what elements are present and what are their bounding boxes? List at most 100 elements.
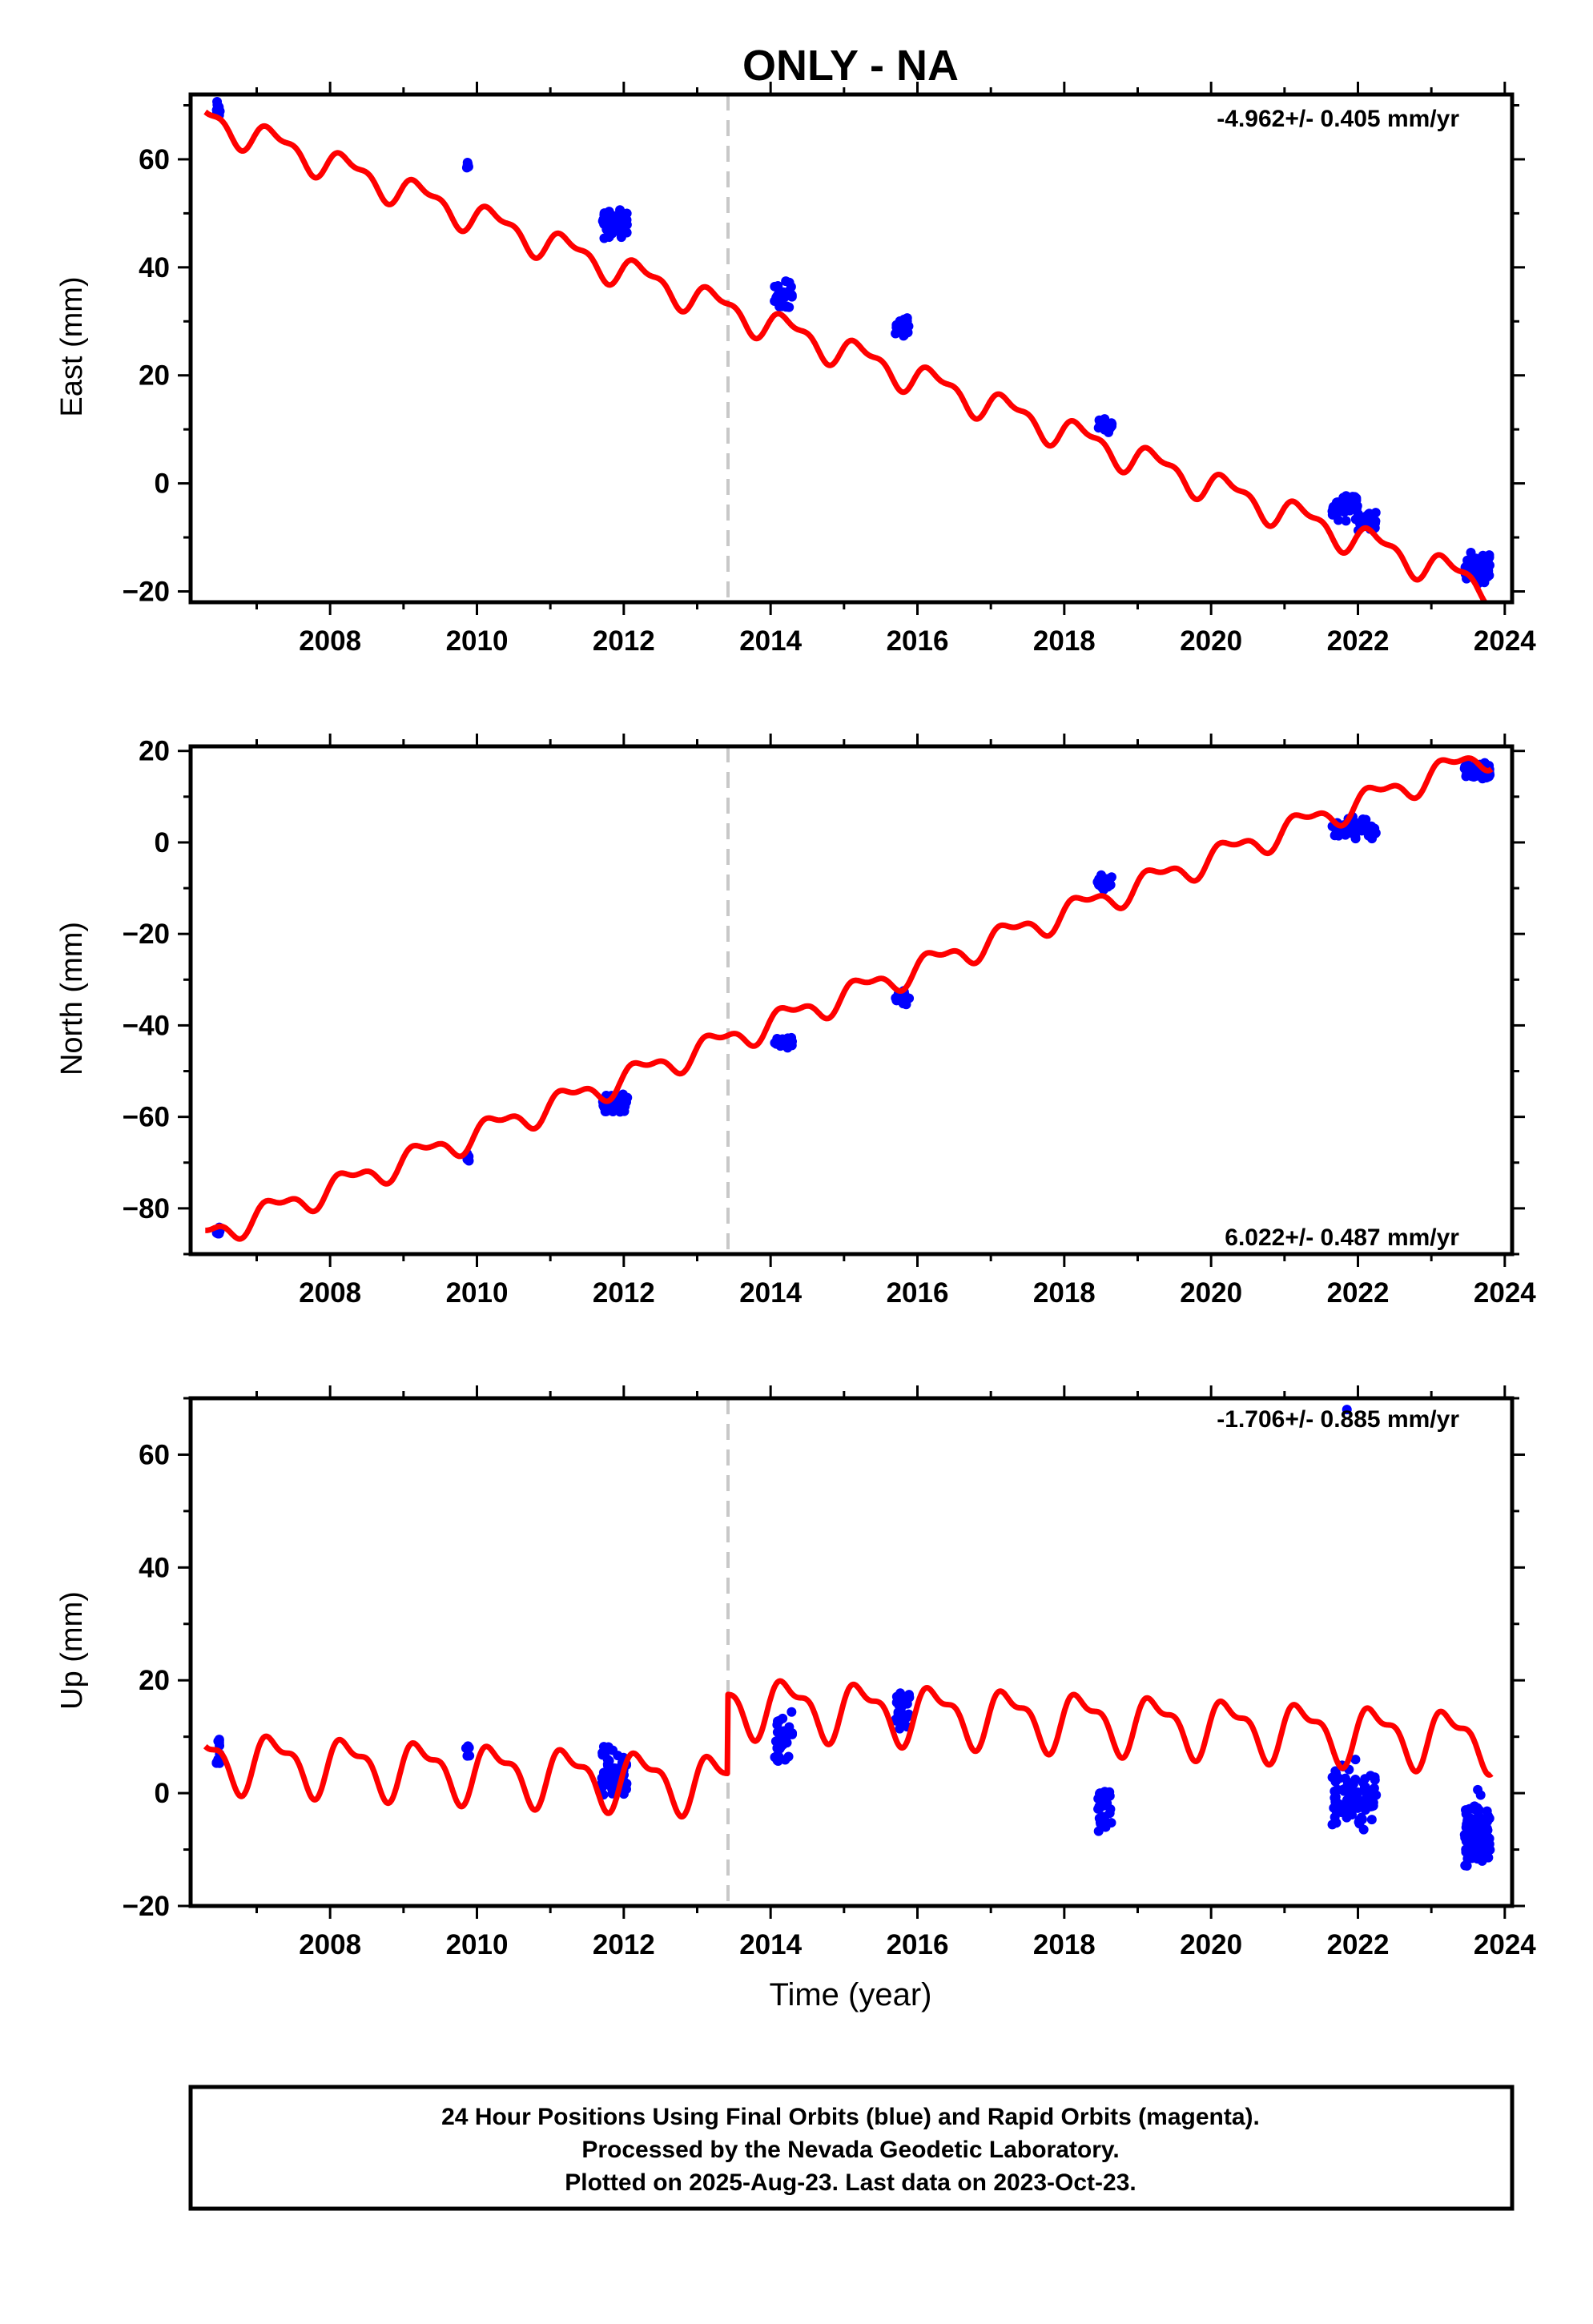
x-tick-label: 2014 <box>739 1929 802 1960</box>
east-data-point <box>1476 558 1486 569</box>
north-data-point <box>786 1034 796 1044</box>
y-tick-label: 60 <box>139 1439 170 1470</box>
east-data-point <box>784 302 794 312</box>
east-plot-area <box>203 94 1494 602</box>
up-panel: 2008 2010 2012 2014 2016 2018 2020 2022 2024 60 40… <box>55 1385 1536 2012</box>
up-data-point <box>1465 1813 1475 1823</box>
up-data-point <box>1483 1839 1494 1850</box>
north-data-point <box>464 1156 474 1166</box>
east-data-point <box>784 277 794 287</box>
x-tick-label: 2018 <box>1033 625 1096 657</box>
up-data-point <box>1327 1819 1338 1830</box>
x-tick-label: 2020 <box>1180 625 1242 657</box>
up-data-point <box>1464 1848 1474 1859</box>
x-tick-label: 2012 <box>593 625 655 657</box>
up-data-point <box>1350 1755 1361 1765</box>
x-tick-label: 2022 <box>1327 1929 1390 1960</box>
east-data-point <box>1462 561 1472 571</box>
north-model-curve <box>203 755 1494 1242</box>
x-tick-label: 2012 <box>593 1929 655 1960</box>
east-model-curve <box>203 109 1489 602</box>
north-data-point <box>1098 885 1108 895</box>
east-data-point <box>599 208 609 219</box>
east-data-point <box>892 320 903 331</box>
east-data-point <box>608 220 618 231</box>
caption-box: 24 Hour Positions Using Final Orbits (bl… <box>188 2085 1515 2211</box>
north-ylabel: North (mm) <box>55 922 89 1076</box>
north-data-point <box>898 992 908 1003</box>
y-tick-label: −20 <box>123 577 170 608</box>
north-rate-label: 6.022+/- 0.487 mm/yr <box>1225 1224 1459 1251</box>
y-tick-label: 20 <box>139 1665 170 1696</box>
caption-line-1: 24 Hour Positions Using Final Orbits (bl… <box>441 2104 1260 2130</box>
up-outlier-point <box>1342 1405 1352 1415</box>
east-data-point <box>1351 493 1362 504</box>
x-tick-label: 2024 <box>1474 1929 1536 1960</box>
y-tick-label: 0 <box>155 827 170 858</box>
up-rate-label: -1.706+/- 0.885 mm/yr <box>1217 1406 1459 1433</box>
up-data-point <box>778 1713 788 1723</box>
x-tick-label: 2014 <box>739 625 802 657</box>
y-tick-label: 20 <box>139 736 170 767</box>
x-tick-label: 2016 <box>887 625 949 657</box>
x-tick-label: 2016 <box>887 1929 949 1960</box>
north-data-point <box>1358 814 1368 824</box>
x-tick-label: 2022 <box>1327 1277 1390 1309</box>
up-data-point <box>776 1727 786 1737</box>
y-tick-label: −20 <box>123 919 170 950</box>
east-data-point <box>786 290 797 300</box>
x-tick-label: 2010 <box>446 1277 509 1309</box>
up-data-point <box>1460 1860 1470 1871</box>
up-data-point <box>787 1729 798 1739</box>
north-data-point <box>1104 879 1115 889</box>
up-data-point <box>214 1735 224 1746</box>
up-data-point <box>1460 1830 1470 1840</box>
up-ylabel: Up (mm) <box>55 1591 89 1710</box>
up-data-point <box>613 1751 623 1761</box>
y-tick-label: −40 <box>123 1010 170 1041</box>
up-frame <box>188 1396 1515 1908</box>
east-data-point <box>604 232 614 243</box>
east-data-point <box>1362 517 1372 527</box>
up-data-point <box>780 1755 790 1765</box>
north-data-point <box>1094 874 1104 884</box>
up-data-point <box>1363 1791 1374 1801</box>
up-data-point <box>1338 1784 1348 1795</box>
north-data-point <box>621 1098 631 1108</box>
north-plot-area <box>203 746 1495 1254</box>
up-data-point <box>215 1758 225 1768</box>
up-data-point <box>1334 1773 1345 1783</box>
x-axis-label: Time (year) <box>770 1977 932 2012</box>
up-data-point <box>784 1722 794 1732</box>
north-data-point <box>1350 834 1361 844</box>
x-tick-label: 2018 <box>1033 1277 1096 1309</box>
east-ylabel: East (mm) <box>55 276 89 416</box>
north-data-point <box>617 1089 628 1100</box>
x-tick-label: 2022 <box>1327 625 1390 657</box>
x-tick-label: 2014 <box>739 1277 802 1309</box>
up-data-point <box>778 1739 788 1750</box>
up-data-point <box>1366 1801 1377 1811</box>
up-data-point <box>462 1751 473 1761</box>
east-data-point <box>620 223 630 234</box>
east-data-point <box>622 208 632 219</box>
east-frame <box>188 92 1515 605</box>
up-data-point <box>1330 1786 1340 1796</box>
up-data-point <box>1347 1810 1358 1820</box>
east-data-point <box>1484 550 1494 561</box>
up-data-point <box>1358 1777 1368 1787</box>
caption-line-2: Processed by the Nevada Geodetic Laborat… <box>581 2137 1119 2163</box>
x-tick-label: 2016 <box>887 1277 949 1309</box>
x-tick-label: 2018 <box>1033 1929 1096 1960</box>
y-tick-label: −60 <box>123 1102 170 1133</box>
east-data-point <box>215 106 225 116</box>
up-data-point <box>1370 1775 1380 1785</box>
up-data-point <box>1098 1820 1108 1831</box>
y-tick-label: −80 <box>123 1193 170 1224</box>
east-data-point <box>461 163 472 173</box>
up-data-point <box>1478 1815 1489 1826</box>
up-data-point <box>1345 1788 1355 1799</box>
east-data-point <box>1484 560 1494 570</box>
up-data-point <box>1348 1779 1358 1789</box>
up-model-curve <box>203 1678 1494 1820</box>
